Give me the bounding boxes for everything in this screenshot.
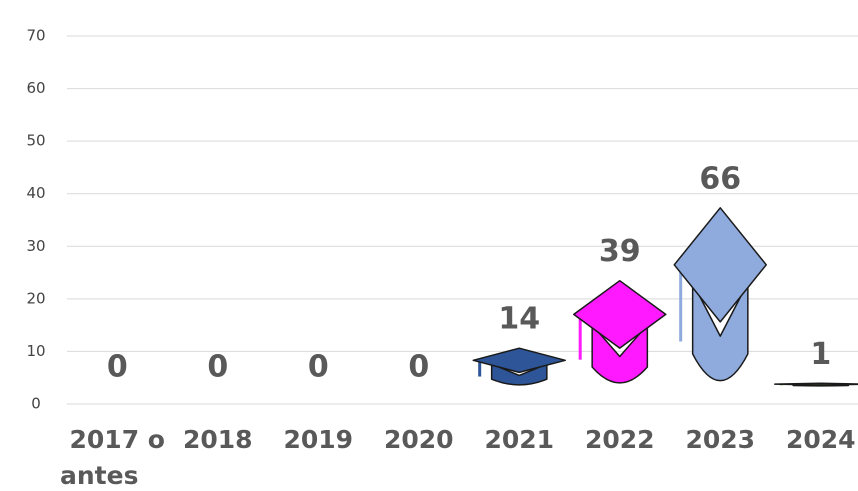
x-tick-label: 2024	[786, 425, 856, 454]
x-tick-label: 2023	[685, 425, 755, 454]
cap-board	[674, 208, 766, 322]
x-tick-label: 2018	[183, 425, 253, 454]
value-label: 1	[810, 337, 831, 372]
y-tick-label: 10	[26, 342, 45, 360]
cap-icon	[674, 208, 766, 381]
y-tick-label: 60	[26, 79, 45, 97]
cap-icon	[574, 281, 666, 383]
x-tick-label: 2021	[484, 425, 554, 454]
cap-icon	[473, 348, 565, 385]
y-tick-label: 20	[26, 289, 45, 307]
x-tick-line: 2017 o	[70, 425, 165, 454]
value-label: 14	[498, 302, 540, 337]
y-tick-label: 50	[26, 132, 45, 150]
x-tick-label: 2017 o antes	[60, 425, 165, 490]
y-tick-label: 70	[26, 27, 45, 45]
x-tick-label: 2019	[283, 425, 353, 454]
x-tick-line: antes	[60, 461, 138, 490]
cap-body	[592, 325, 647, 383]
y-tick-label: 0	[31, 395, 41, 413]
y-tick-label: 30	[26, 237, 45, 255]
value-label: 39	[599, 234, 641, 269]
value-label: 0	[408, 350, 429, 385]
y-tick-label: 40	[26, 184, 45, 202]
x-tick-label: 2020	[384, 425, 454, 454]
x-tick-label: 2022	[585, 425, 655, 454]
cap-board	[473, 348, 565, 372]
cap-body	[492, 364, 547, 385]
cap-board	[574, 281, 666, 348]
value-label: 0	[308, 350, 329, 385]
cap-board	[775, 383, 858, 385]
cap-icon	[775, 383, 858, 386]
value-label: 0	[207, 350, 228, 385]
cap-body	[693, 283, 748, 381]
value-label: 66	[699, 161, 741, 196]
value-label: 0	[107, 350, 128, 385]
